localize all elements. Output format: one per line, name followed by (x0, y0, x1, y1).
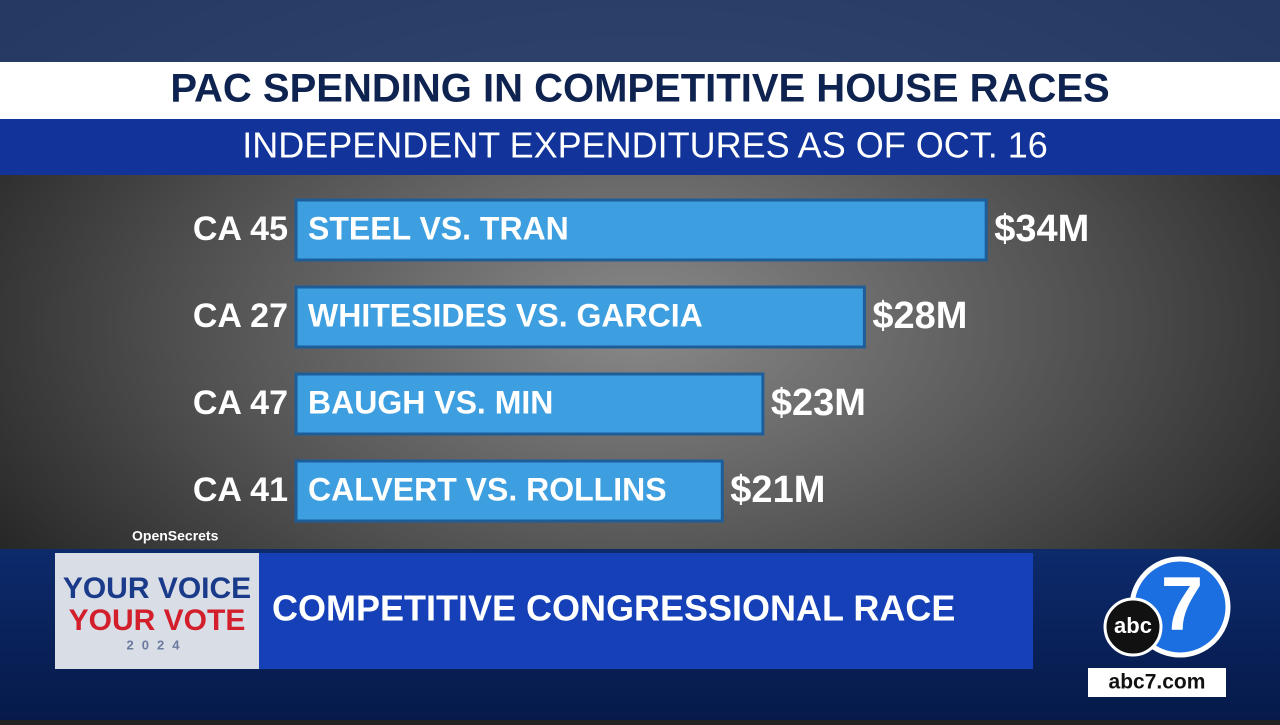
bar-race-label: BAUGH VS. MIN (308, 384, 553, 420)
bar (294, 372, 765, 436)
bar-race-label: STEEL VS. TRAN (308, 210, 569, 246)
banner-text: COMPETITIVE CONGRESSIONAL RACE (272, 588, 955, 629)
category-label: CA 41 (193, 471, 288, 509)
chart-subtitle: INDEPENDENT EXPENDITURES AS OF OCT. 16 (242, 125, 1048, 166)
bar (294, 198, 988, 262)
subtitle-band (0, 119, 1280, 175)
logo-line1: YOUR VOICE (63, 572, 251, 605)
bar-race-label: CALVERT VS. ROLLINS (308, 471, 667, 507)
source: OpenSecrets (132, 528, 219, 544)
value-label: $28M (872, 295, 967, 337)
station-abc: abc (1114, 613, 1152, 638)
category-label: CA 47 (193, 384, 288, 422)
value-label: $34M (994, 208, 1089, 250)
bar-race-label: WHITESIDES VS. GARCIA (308, 297, 703, 333)
website-box (1088, 668, 1226, 697)
abc-circle (1103, 597, 1163, 657)
logo-box (55, 553, 259, 669)
value-label: $21M (730, 469, 825, 511)
top-band (0, 0, 1280, 62)
bar (294, 459, 724, 523)
logo-line2: YOUR VOTE (69, 604, 246, 637)
banner (259, 553, 1033, 669)
logo-year: 2024 (127, 637, 188, 652)
category-label: CA 45 (193, 210, 288, 248)
station-number: 7 (1161, 562, 1203, 647)
category-label: CA 27 (193, 297, 288, 335)
bar (294, 285, 866, 349)
website: abc7.com (1109, 671, 1206, 694)
value-label: $23M (771, 382, 866, 424)
title-band (0, 62, 1280, 119)
chart-title: PAC SPENDING IN COMPETITIVE HOUSE RACES (170, 67, 1109, 111)
plot: CA 45 STEEL VS. TRAN $34M CA 27 WHITESIDES V… (193, 198, 1089, 523)
